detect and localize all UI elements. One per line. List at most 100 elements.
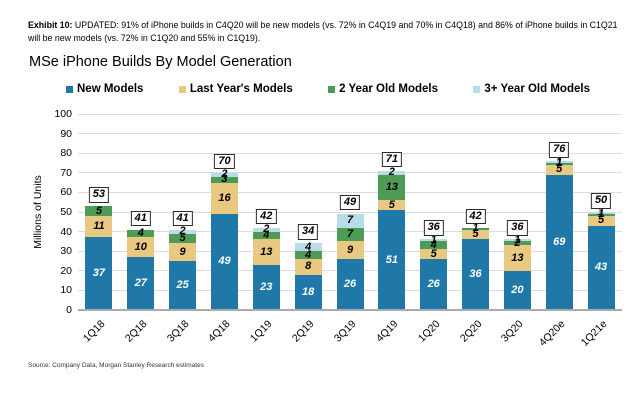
source-note: Source: Company Data, Morgan Stanley Res…: [28, 362, 204, 369]
bar-total-label: 34: [298, 224, 319, 240]
y-axis-tick-label: 100: [54, 108, 72, 120]
bar-total-label: 41: [172, 210, 193, 227]
bar-segment: [420, 259, 448, 310]
y-axis-tick-label: 30: [60, 245, 72, 258]
bar-segment-value: 26: [343, 278, 357, 291]
bar-total-label: 42: [465, 208, 486, 225]
bar-segment: [336, 213, 364, 228]
y-axis-tick-label: 60: [60, 186, 72, 199]
bar-segment: [378, 210, 406, 310]
y-axis-tick-label: 40: [60, 225, 72, 238]
gridline: [78, 172, 622, 174]
bar-segment-value: 18: [302, 285, 315, 298]
bar-segment-value: 4: [305, 248, 312, 261]
bar-segment-value: 16: [218, 191, 231, 204]
bar-segment: [294, 259, 322, 275]
bar-total-label: 42: [256, 208, 277, 225]
bar-segment: [336, 227, 364, 242]
y-axis-tick-label: 70: [60, 166, 72, 179]
x-axis-tick-label: 4Q19: [373, 318, 401, 345]
bar-segment: [169, 261, 197, 310]
bar-segment-value: 7: [346, 214, 354, 227]
bar-segment: [503, 241, 531, 246]
x-axis-tick-label: 3Q18: [164, 318, 192, 345]
bar-segment-value: 2: [514, 236, 521, 249]
bar-segment-value: 5: [95, 204, 102, 217]
x-axis-tick-label: 4Q20e: [536, 318, 568, 349]
bar-total-label: 49: [339, 194, 361, 211]
bar-total-label: 71: [381, 151, 402, 168]
x-axis-tick-label: 1Q18: [80, 318, 108, 345]
bar-segment: [462, 239, 490, 310]
legend-swatch-icon: [473, 85, 481, 93]
bar-segment-value: 4: [430, 238, 437, 251]
bar-segment: [294, 243, 322, 252]
bar-segment-value: 49: [218, 255, 231, 268]
bar-segment-value: 1: [430, 233, 437, 246]
legend-swatch-icon: [178, 85, 186, 93]
exhibit-number: Exhibit 10:: [28, 20, 73, 30]
bar-segment-value: 9: [346, 243, 354, 256]
bar-segment-value: 5: [598, 214, 605, 227]
y-axis-tick-label: 50: [60, 206, 72, 218]
y-axis-tick-label: 90: [60, 127, 72, 140]
y-axis-tick-label: 10: [60, 284, 72, 297]
x-axis-tick-label: 1Q20: [415, 318, 443, 345]
bar-segment-value: 36: [469, 268, 482, 281]
bar-segment-value: 2: [179, 225, 186, 238]
gridline: [78, 211, 622, 213]
bar-segment: [462, 229, 490, 240]
bar-segment-value: 23: [260, 280, 273, 293]
bar-segment-value: 26: [427, 278, 440, 291]
bar-segment-value: 8: [305, 260, 312, 273]
bar-segment-value: 2: [388, 166, 395, 179]
bar-segment: [587, 225, 615, 310]
bar-total-label: 76: [549, 142, 570, 158]
bar-segment: [587, 212, 615, 214]
bar-segment-value: 2: [263, 223, 270, 236]
bar-segment: [545, 163, 573, 165]
bar-segment-value: 1: [556, 157, 563, 170]
gridline: [78, 191, 622, 193]
bar-segment: [85, 215, 113, 238]
bar-segment: [420, 249, 448, 260]
bar-segment-value: 11: [93, 220, 105, 233]
bar-segment-value: 5: [179, 231, 186, 244]
x-axis-tick-label: 2Q19: [289, 318, 317, 345]
bar-segment-value: 27: [134, 277, 147, 290]
bar-total-label: 36: [423, 220, 444, 236]
bar-segment-value: 3: [221, 173, 228, 186]
bar-total-label: 70: [214, 153, 235, 170]
chart-legend: New Models Last Year's Models 2 Year Old M…: [66, 83, 590, 95]
bar-segment: [378, 200, 406, 211]
bar-segment: [503, 245, 531, 271]
bar-segment: [378, 170, 406, 175]
bar-total-label: 41: [130, 210, 151, 227]
x-axis-tick-label: 3Q20: [499, 318, 526, 345]
x-axis-tick-label: 2Q20: [457, 318, 485, 345]
bar-segment: [252, 231, 280, 240]
bar-segment: [127, 257, 155, 310]
bar-segment: [587, 213, 615, 216]
bar-segment-value: 9: [179, 245, 186, 258]
bar-segment-value: 5: [388, 198, 395, 211]
bar-segment-value: 13: [385, 181, 398, 193]
legend-item: New Models: [66, 83, 143, 95]
bar-segment: [420, 239, 448, 242]
bar-segment: [210, 213, 238, 310]
bar-segment: [587, 215, 615, 226]
bar-segment: [85, 237, 113, 310]
bar-segment-value: 4: [137, 227, 144, 240]
bar-segment-value: 25: [176, 279, 189, 291]
x-axis-tick-label: 4Q18: [206, 318, 233, 345]
bar-segment: [545, 164, 573, 175]
bar-segment: [378, 174, 406, 201]
bar-segment: [503, 270, 531, 310]
bar-segment: [336, 259, 364, 310]
y-axis-tick-label: 20: [60, 264, 72, 277]
bar-segment-value: 4: [263, 229, 270, 242]
bar-segment: [420, 241, 448, 250]
bar-segment: [127, 229, 155, 238]
bar-segment: [169, 243, 197, 261]
y-axis-tick-label: 80: [60, 147, 72, 160]
